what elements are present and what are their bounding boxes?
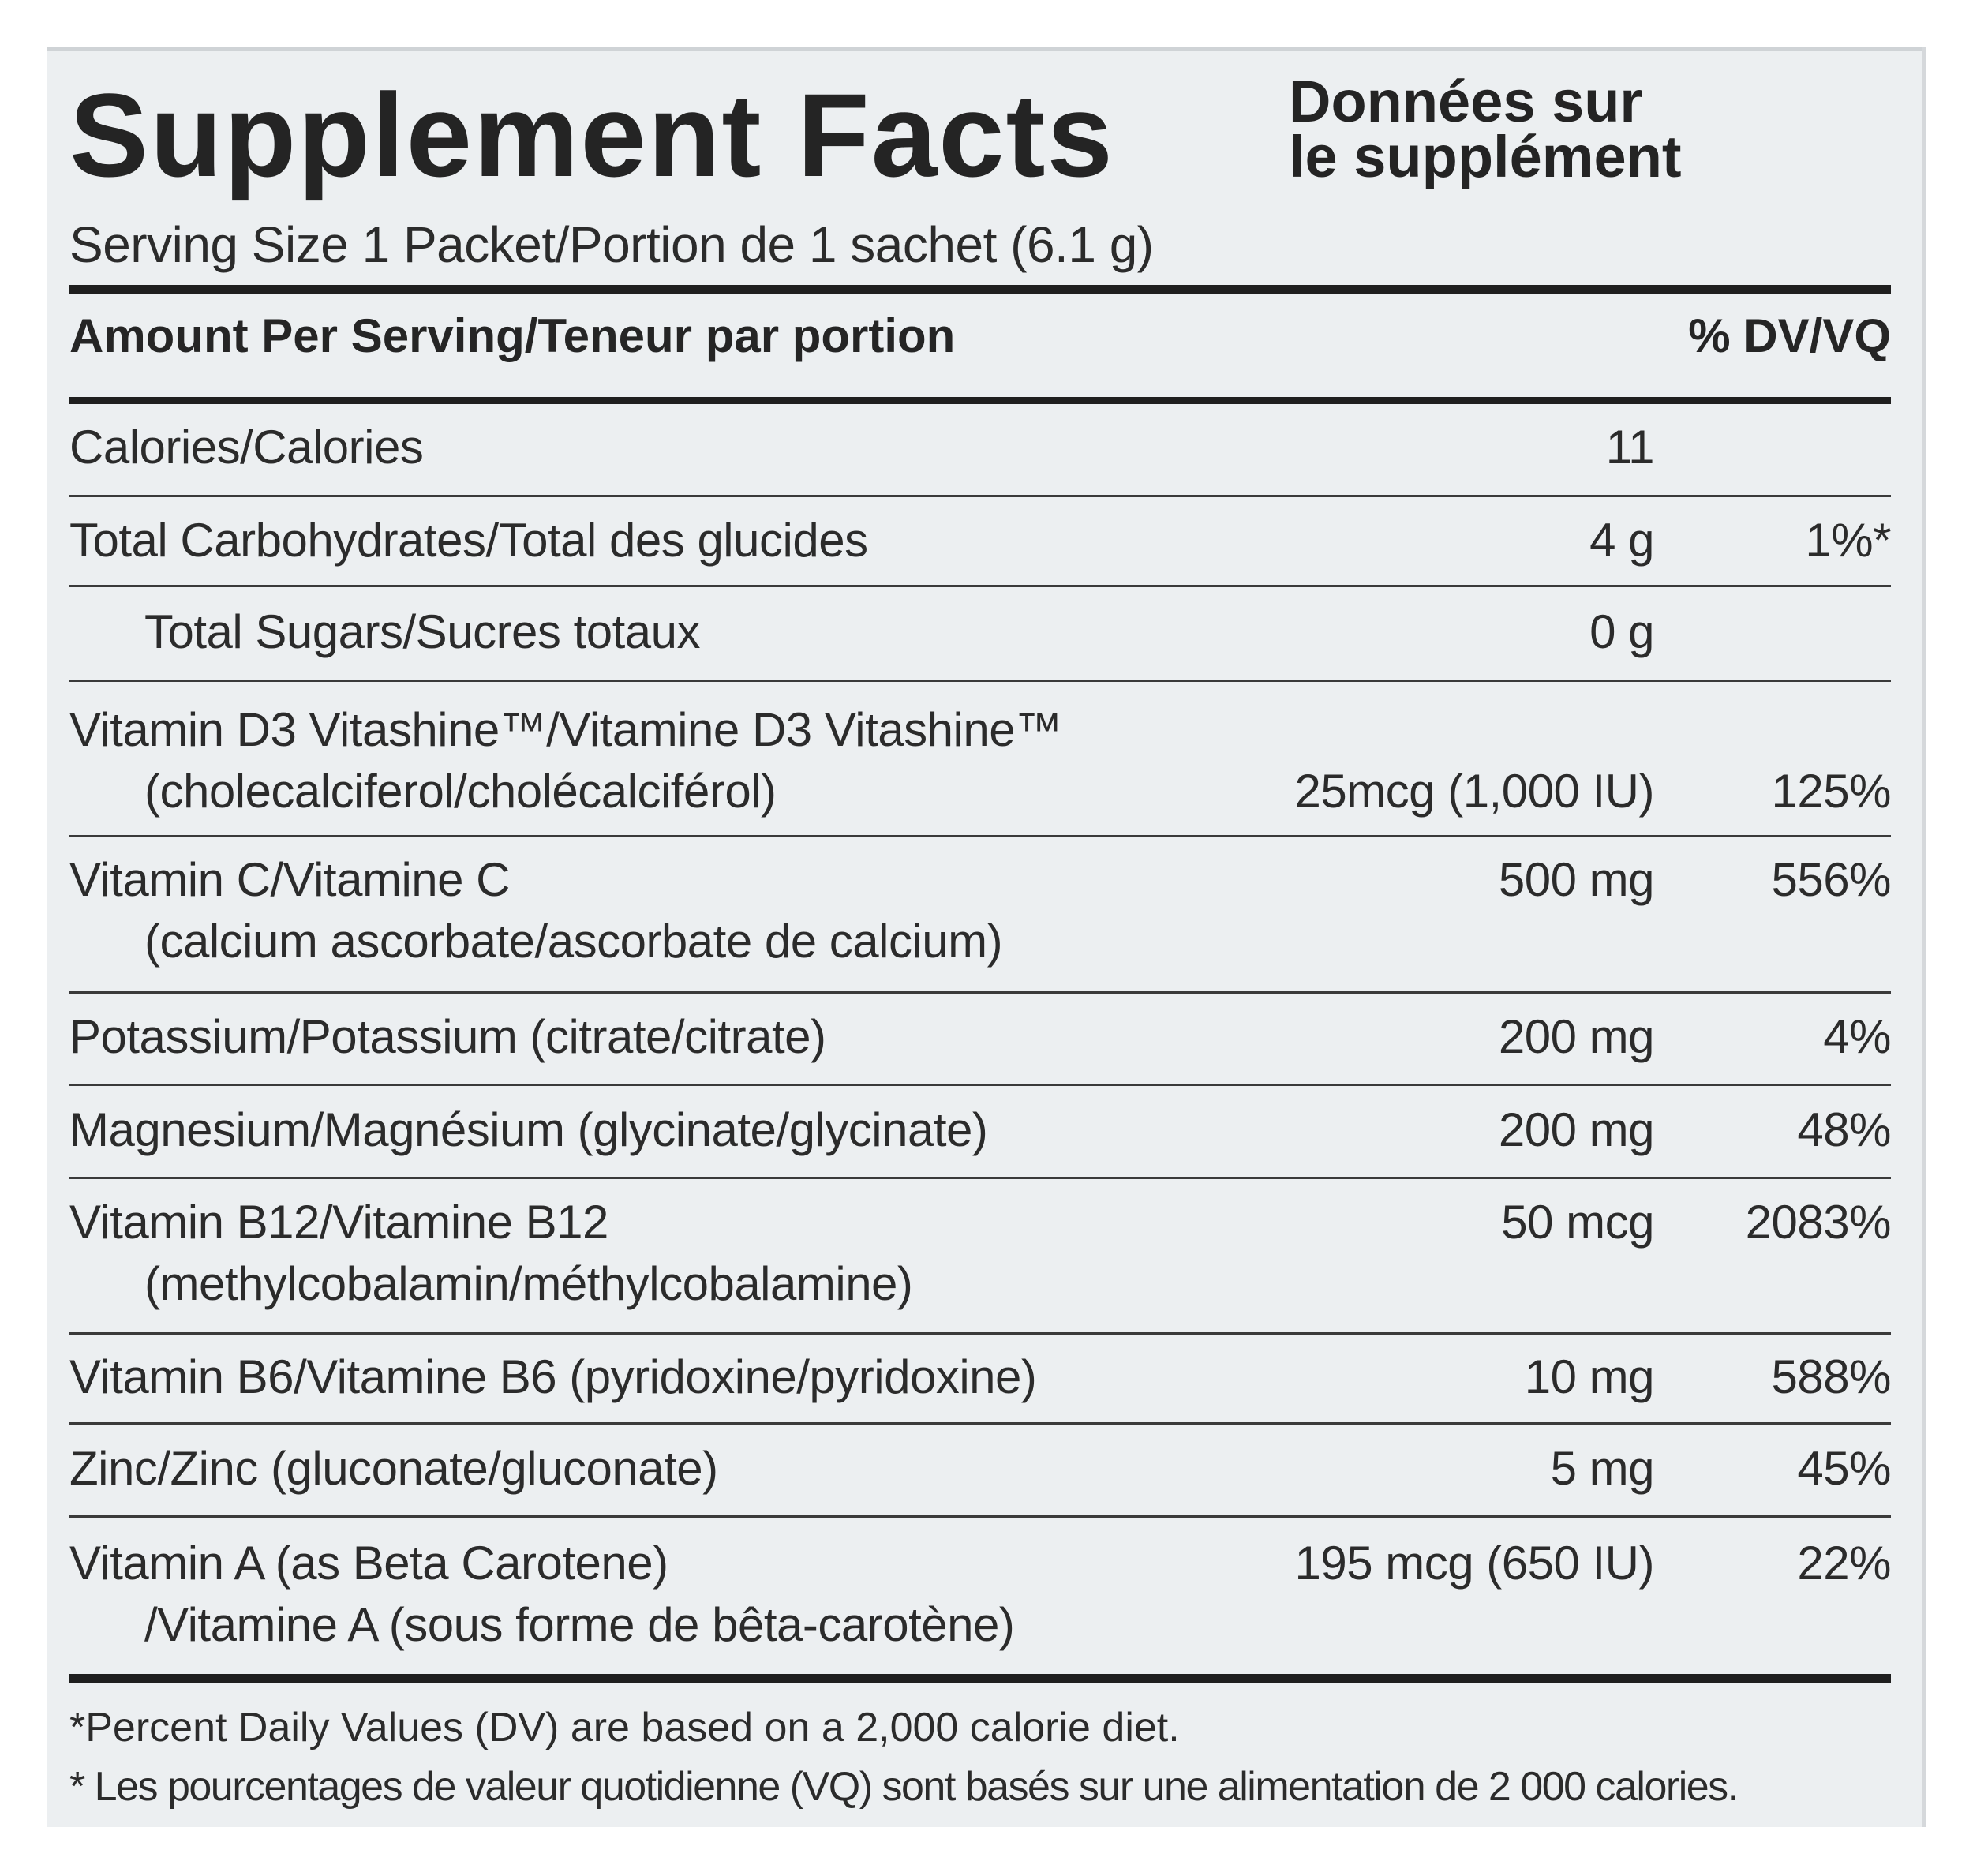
divider-thick-top (69, 285, 1891, 294)
nutrient-name: Vitamin C/Vitamine C (69, 853, 511, 906)
row-divider (69, 1422, 1891, 1425)
nutrient-dv: 48% (1797, 1103, 1891, 1156)
nutrient-amount: 50 mcg (1501, 1196, 1654, 1249)
nutrient-name: Calories/Calories (69, 421, 424, 474)
nutrient-row: Vitamin A (as Beta Carotene) /Vitamine A… (69, 1533, 1891, 1659)
divider-thick-bottom (69, 1674, 1891, 1683)
nutrient-subname: /Vitamine A (sous forme de bêta-carotène… (144, 1598, 1015, 1651)
nutrient-row: Vitamin C/Vitamine C (calcium ascorbate/… (69, 849, 1892, 975)
panel-top-edge (47, 47, 1926, 51)
nutrient-amount: 11 (1605, 421, 1655, 474)
nutrient-dv: 22% (1797, 1537, 1891, 1590)
title-french: Données sur le supplément (1289, 69, 1682, 190)
table-header: Amount Per Serving/Teneur par portion % … (69, 313, 1891, 360)
footnote-english: *Percent Daily Values (DV) are based on … (69, 1705, 1180, 1751)
title-french-line2: le supplément (1289, 124, 1682, 190)
nutrient-amount: 10 mg (1524, 1350, 1655, 1403)
nutrient-name: Vitamin B6/Vitamine B6 (pyridoxine/pyrid… (69, 1350, 1037, 1403)
nutrient-dv: 1%* (1805, 514, 1891, 567)
nutrient-dv: 125% (1771, 765, 1892, 818)
nutrient-row: Vitamin B12/Vitamine B12 (methylcobalami… (69, 1192, 1892, 1318)
nutrient-name: Potassium/Potassium (citrate/citrate) (69, 1010, 826, 1063)
nutrient-amount: 500 mg (1498, 853, 1655, 906)
title-english: Supplement Facts (69, 69, 1114, 201)
nutrient-dv: 45% (1797, 1442, 1891, 1495)
nutrient-name: Total Sugars/Sucres totaux (144, 605, 701, 658)
nutrient-name: Vitamin D3 Vitashine™/Vitamine D3 Vitash… (69, 703, 1062, 756)
supplement-facts-panel (47, 47, 1926, 1827)
nutrient-amount: 195 mcg (650 IU) (1294, 1537, 1654, 1590)
nutrient-dv: 588% (1771, 1350, 1892, 1403)
footnote-french: * Les pourcentages de valeur quotidienne… (69, 1764, 1739, 1810)
row-divider (69, 1177, 1891, 1179)
nutrient-name: Total Carbohydrates/Total des glucides (69, 514, 868, 567)
divider-thick-header (69, 397, 1891, 404)
panel-right-edge (1922, 47, 1926, 1827)
nutrient-amount: 0 g (1589, 605, 1654, 658)
nutrient-name: Zinc/Zinc (gluconate/gluconate) (69, 1442, 718, 1495)
nutrient-subname: (calcium ascorbate/ascorbate de calcium) (144, 915, 1003, 968)
nutrient-dv: 556% (1771, 853, 1892, 906)
nutrient-dv: 2083% (1745, 1196, 1892, 1249)
nutrient-name: Vitamin A (as Beta Carotene) (69, 1537, 668, 1590)
row-divider (69, 1332, 1891, 1335)
nutrient-amount: 5 mg (1550, 1442, 1655, 1495)
title-french-line1: Données sur (1289, 69, 1643, 134)
nutrient-subname: (methylcobalamin/méthylcobalamine) (144, 1257, 913, 1310)
nutrient-row: Vitamin D3 Vitashine™/Vitamine D3 Vitash… (69, 699, 1892, 826)
row-divider (69, 680, 1891, 682)
row-divider (69, 495, 1891, 497)
nutrient-amount: 4 g (1589, 514, 1654, 567)
title-block: Supplement Facts Données sur le suppléme… (69, 62, 1891, 196)
nutrient-name: Vitamin B12/Vitamine B12 (69, 1196, 608, 1249)
row-divider (69, 835, 1891, 837)
nutrient-amount: 25mcg (1,000 IU) (1294, 765, 1654, 818)
row-divider (69, 991, 1891, 994)
row-divider (69, 1084, 1891, 1086)
header-dv: % DV/VQ (1688, 309, 1891, 362)
nutrient-dv: 4% (1823, 1010, 1891, 1063)
row-divider (69, 585, 1891, 587)
serving-size: Serving Size 1 Packet/Portion de 1 sache… (69, 216, 1154, 273)
nutrient-subname: (cholecalciferol/cholécalciférol) (144, 765, 777, 818)
supplement-facts-label: Supplement Facts Données sur le suppléme… (69, 62, 1892, 1807)
nutrient-amount: 200 mg (1498, 1010, 1655, 1063)
row-divider (69, 1515, 1891, 1518)
nutrient-amount: 200 mg (1498, 1103, 1655, 1156)
header-amount-per-serving: Amount Per Serving/Teneur par portion (69, 309, 956, 362)
nutrient-name: Magnesium/Magnésium (glycinate/glycinate… (69, 1103, 988, 1156)
